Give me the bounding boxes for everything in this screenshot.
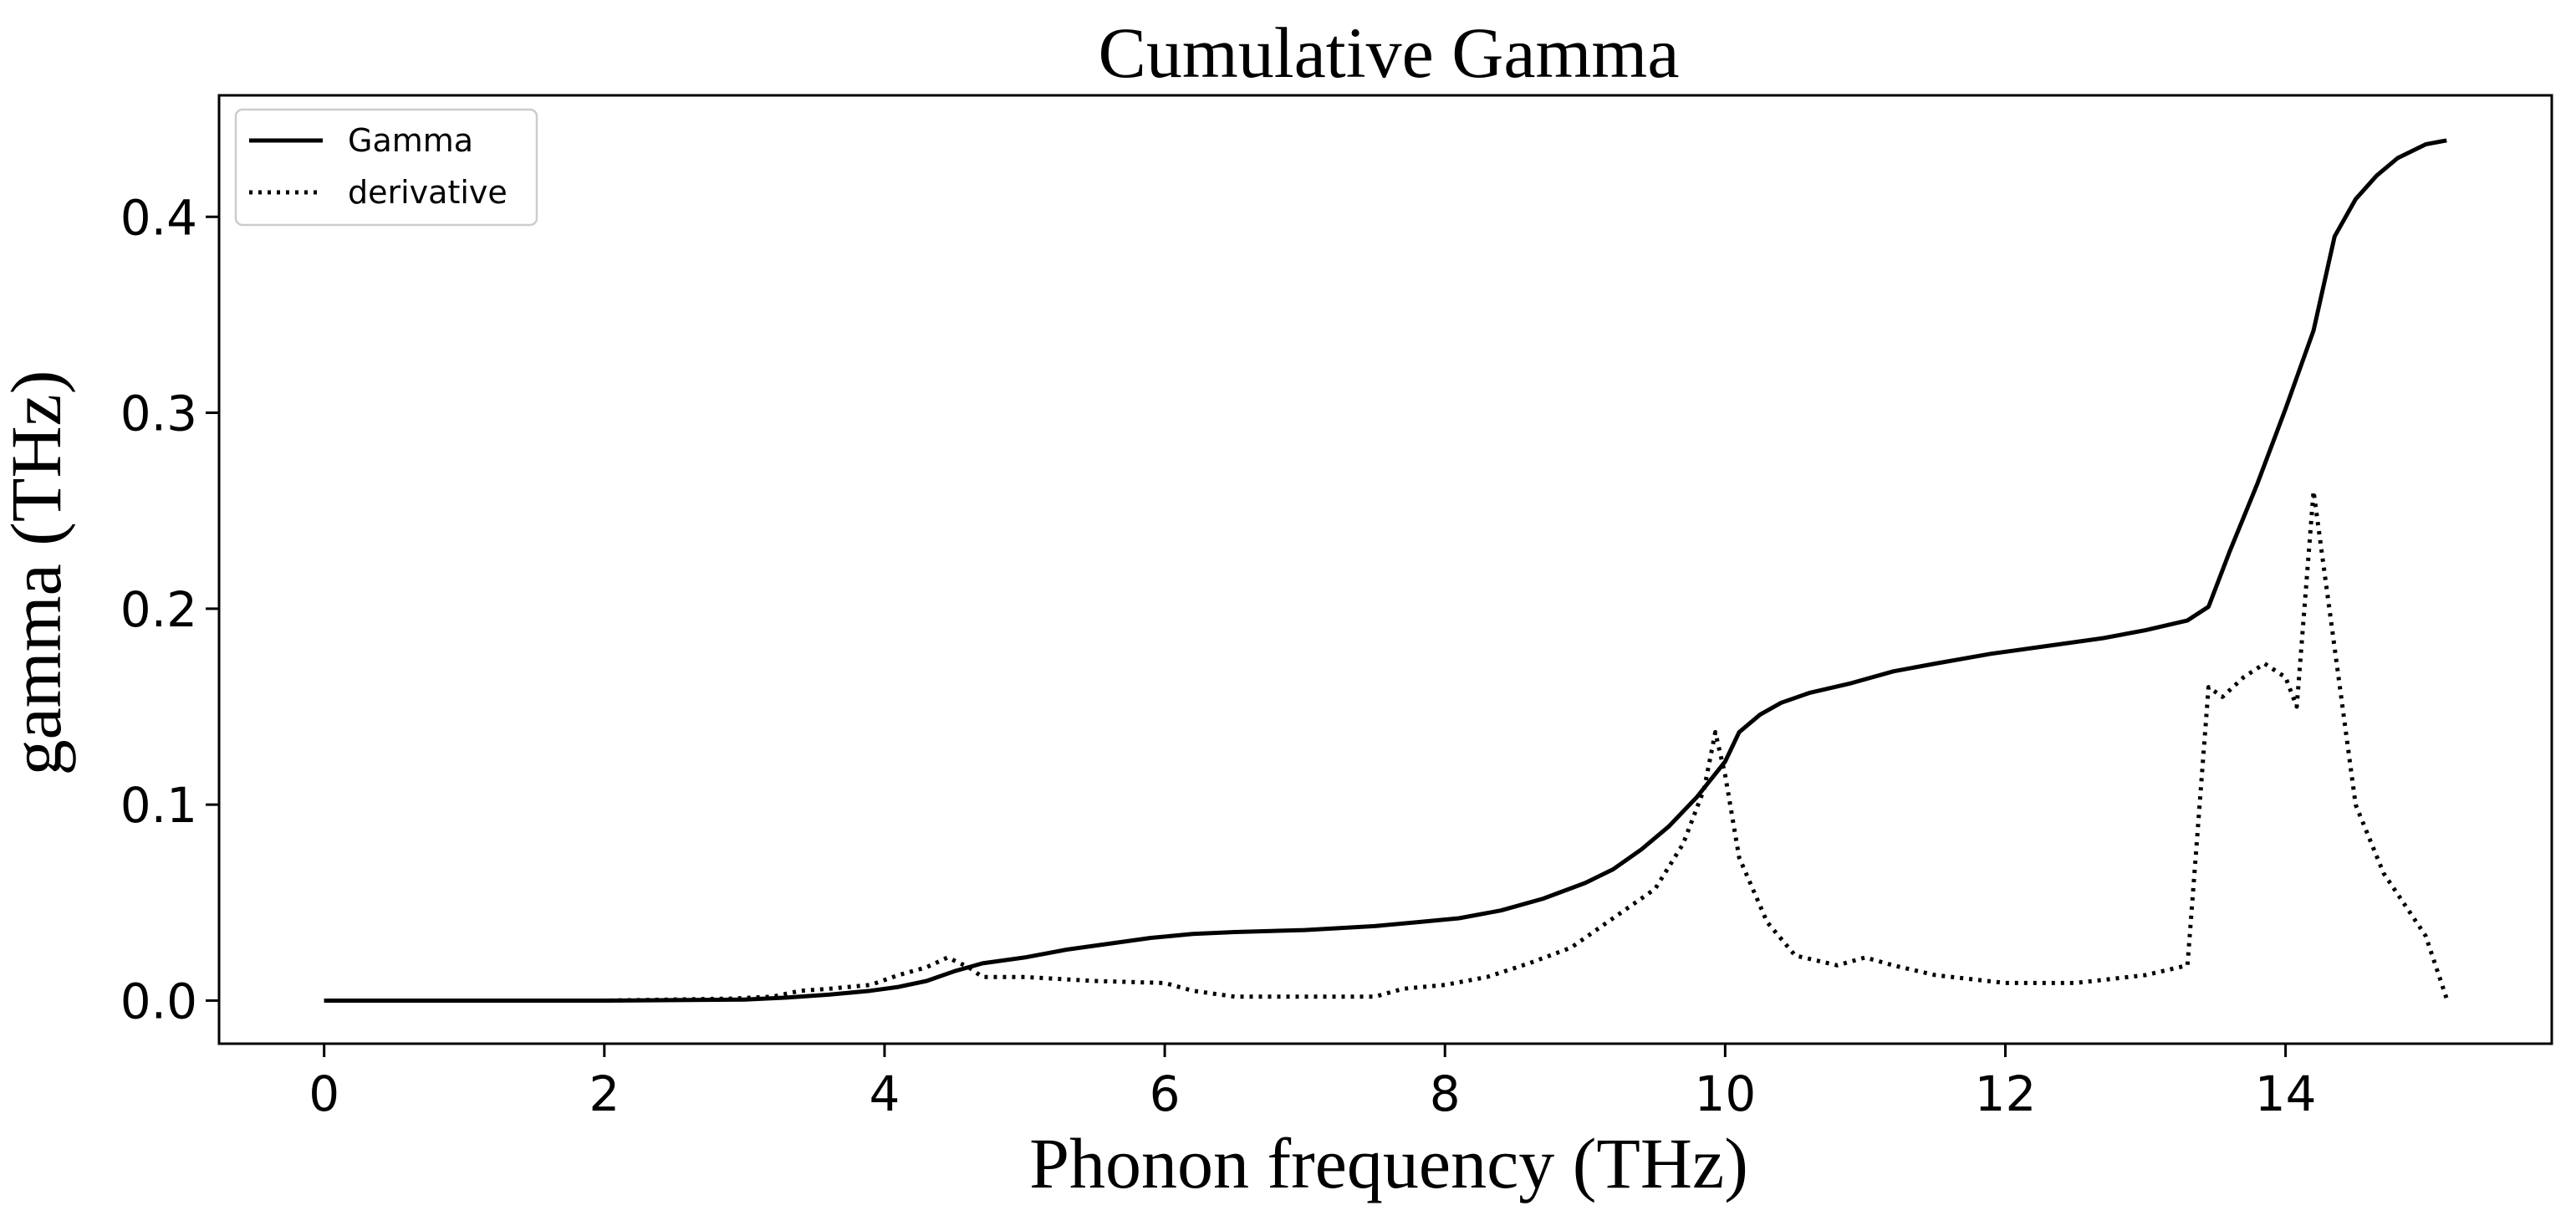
legend-gamma-label: Gamma [348,122,473,159]
x-tick-label: 14 [2255,1065,2317,1122]
y-tick-label: 0.0 [120,973,197,1029]
x-tick-label: 6 [1150,1065,1181,1122]
y-tick-label: 0.2 [120,581,197,638]
x-tick-label: 12 [1975,1065,2037,1122]
legend-derivative-label: derivative [348,174,508,211]
y-axis-label: gamma (THz) [0,370,76,776]
x-axis-ticks: 0 2 4 6 8 10 12 14 [309,1044,2317,1122]
x-axis-label: Phonon frequency (THz) [1029,1123,1748,1203]
x-tick-label: 8 [1430,1065,1461,1122]
x-tick-label: 10 [1694,1065,1756,1122]
series-line-gamma [324,138,2447,1003]
x-tick-label: 0 [309,1065,339,1122]
y-tick-label: 0.4 [120,189,197,246]
chart-title: Cumulative Gamma [1098,13,1679,93]
x-tick-label: 2 [589,1065,620,1122]
plot-frame [217,94,2553,1045]
y-tick-label: 0.3 [120,386,197,442]
y-tick-label: 0.1 [120,777,197,834]
plot-area [324,138,2449,1003]
x-tick-label: 4 [869,1065,900,1122]
y-axis-ticks: 0.0 0.1 0.2 0.3 0.4 [120,189,219,1029]
legend: Gamma derivative [234,108,538,227]
